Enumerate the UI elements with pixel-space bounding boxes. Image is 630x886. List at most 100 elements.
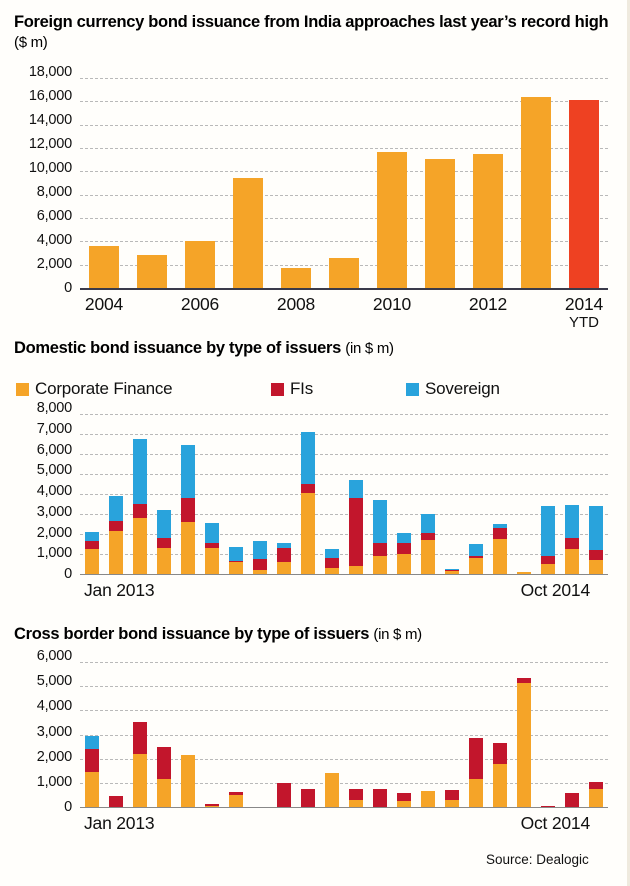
stacked-bar[interactable] [589, 781, 603, 807]
bar-segment-fis [108, 521, 124, 531]
bar-segment-sovereign [492, 524, 508, 528]
bar-segment-corporate-finance [132, 518, 148, 574]
stacked-bar[interactable] [109, 796, 123, 807]
stacked-bar[interactable] [276, 543, 292, 574]
bar-segment-fis [565, 792, 579, 807]
bar-segment-corporate-finance [349, 800, 363, 807]
stacked-bar[interactable] [252, 541, 268, 574]
gridline [80, 148, 608, 149]
stacked-bar[interactable] [205, 804, 219, 807]
y-tick-label: 12,000 [28, 136, 72, 152]
stacked-bar[interactable] [493, 742, 507, 807]
bar-segment-corporate-finance [348, 565, 364, 574]
bar-segment-fis [469, 738, 483, 780]
bar[interactable] [569, 100, 599, 288]
stacked-bar[interactable] [540, 506, 556, 574]
bar-segment-corporate-finance [181, 755, 195, 807]
stacked-bar[interactable] [396, 533, 412, 574]
bar-segment-fis [541, 805, 555, 807]
bar[interactable] [89, 246, 119, 288]
bar-segment-fis [348, 497, 364, 566]
gridline [80, 686, 608, 688]
stacked-bar[interactable] [228, 547, 244, 574]
bar[interactable] [473, 153, 503, 288]
gridline [80, 101, 608, 103]
gridline [80, 78, 608, 79]
legend-item-fis[interactable]: FIs [271, 379, 313, 399]
stacked-bar[interactable] [372, 500, 388, 574]
stacked-bar[interactable] [132, 439, 148, 574]
gridline [80, 218, 608, 219]
bar-segment-corporate-finance [204, 548, 220, 574]
stacked-bar[interactable] [324, 549, 340, 574]
gridline [80, 534, 608, 535]
bar[interactable] [425, 158, 455, 288]
stacked-bar[interactable] [85, 735, 99, 807]
stacked-bar[interactable] [325, 773, 339, 807]
stacked-bar[interactable] [373, 788, 387, 807]
stacked-bar[interactable] [565, 792, 579, 807]
bar-segment-corporate-finance [372, 556, 388, 574]
bar[interactable] [329, 257, 359, 288]
stacked-bar[interactable] [517, 677, 531, 807]
gridline [80, 241, 608, 243]
stacked-bar[interactable] [156, 510, 172, 574]
gridline [80, 494, 608, 495]
y-tick-label: 16,000 [28, 88, 72, 104]
legend-item-sovereign[interactable]: Sovereign [406, 379, 500, 399]
bar-segment-fis [444, 570, 460, 571]
stacked-bar[interactable] [133, 722, 147, 807]
bar[interactable] [233, 178, 263, 288]
bar-segment-sovereign [444, 569, 460, 570]
legend-item-corporate[interactable]: Corporate Finance [16, 379, 173, 399]
stacked-bar[interactable] [277, 782, 291, 807]
stacked-bar[interactable] [468, 543, 484, 574]
bar[interactable] [521, 96, 551, 288]
bar[interactable] [281, 268, 311, 288]
y-tick-label: 0 [64, 566, 72, 582]
stacked-bar[interactable] [84, 532, 100, 574]
stacked-bar[interactable] [564, 505, 580, 574]
stacked-bar[interactable] [229, 791, 243, 807]
bar-segment-fis [204, 543, 220, 548]
y-tick-label: 2,000 [36, 748, 72, 765]
bar-segment-fis [252, 559, 268, 570]
bar-segment-fis [133, 722, 147, 754]
stacked-bar[interactable] [469, 738, 483, 807]
bar-segment-corporate-finance [564, 549, 580, 574]
bar-segment-fis [445, 790, 459, 800]
bar-segment-corporate-finance [229, 795, 243, 807]
stacked-bar[interactable] [108, 496, 124, 574]
stacked-bar[interactable] [444, 569, 460, 574]
stacked-bar[interactable] [541, 805, 555, 807]
chart2-plot-area [80, 414, 608, 574]
gridline [80, 454, 608, 455]
stacked-bar[interactable] [180, 445, 196, 574]
bar[interactable] [137, 254, 167, 288]
bar-segment-fis [132, 504, 148, 518]
y-tick-label: 8,000 [36, 400, 72, 416]
stacked-bar[interactable] [420, 514, 436, 574]
stacked-bar[interactable] [492, 524, 508, 574]
stacked-bar[interactable] [348, 479, 364, 574]
y-tick-label: 18,000 [28, 64, 72, 80]
stacked-bar[interactable] [300, 432, 316, 574]
y-tick-label: 8,000 [36, 184, 72, 200]
chart2-baseline [80, 574, 608, 575]
stacked-bar[interactable] [588, 506, 604, 574]
stacked-bar[interactable] [516, 572, 532, 574]
stacked-bar[interactable] [204, 523, 220, 574]
stacked-bar[interactable] [157, 746, 171, 807]
stacked-bar[interactable] [445, 790, 459, 807]
bar-segment-corporate-finance [468, 558, 484, 574]
stacked-bar[interactable] [301, 788, 315, 807]
bar-segment-fis [493, 742, 507, 764]
bar-segment-corporate-finance [252, 570, 268, 574]
stacked-bar[interactable] [349, 789, 363, 807]
bar-segment-fis [564, 538, 580, 549]
stacked-bar[interactable] [397, 792, 411, 807]
bar[interactable] [377, 151, 407, 288]
bar[interactable] [185, 241, 215, 288]
stacked-bar[interactable] [181, 755, 195, 807]
stacked-bar[interactable] [421, 791, 435, 807]
